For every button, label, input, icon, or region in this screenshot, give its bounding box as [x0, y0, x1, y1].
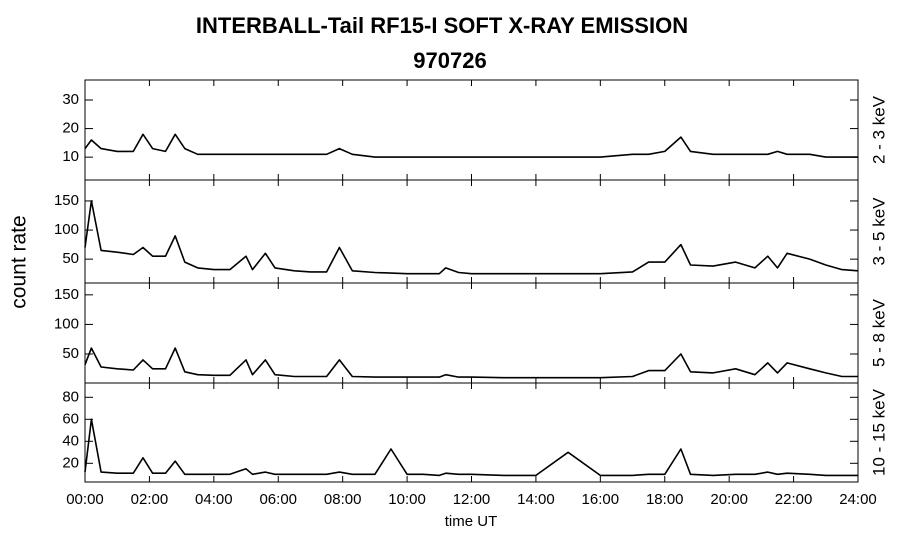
chart-subtitle: 970726 — [413, 48, 486, 73]
data-line — [84, 200, 859, 275]
x-tick-label: 24:00 — [839, 491, 877, 508]
x-tick-label: 16:00 — [582, 491, 620, 508]
x-tick-label: 14:00 — [517, 491, 555, 508]
x-tick-label: 06:00 — [259, 491, 297, 508]
y-tick-label: 40 — [62, 432, 79, 449]
panel-label: 10 - 15 keV — [869, 388, 888, 476]
panel-label: 5 - 8 keV — [869, 298, 888, 367]
y-tick-label: 150 — [54, 192, 79, 209]
x-tick-label: 00:00 — [66, 491, 104, 508]
data-line — [84, 133, 858, 158]
y-tick-label: 20 — [62, 120, 79, 137]
y-tick-label: 100 — [54, 221, 79, 238]
x-tick-label: 12:00 — [453, 491, 491, 508]
panel-frame — [84, 382, 859, 483]
x-tick-label: 18:00 — [646, 491, 684, 508]
y-tick-label: 100 — [54, 315, 79, 332]
panel-frame — [84, 282, 859, 384]
x-tick-label: 04:00 — [195, 491, 233, 508]
data-line — [84, 347, 858, 379]
panel-label: 3 - 5 keV — [869, 197, 888, 266]
y-tick-label: 10 — [62, 148, 79, 165]
x-tick-label: 20:00 — [710, 491, 748, 508]
x-tick-label: 22:00 — [775, 491, 813, 508]
x-axis-label: time UT — [445, 513, 498, 530]
y-tick-label: 80 — [62, 388, 79, 405]
panel-frame — [84, 79, 859, 181]
x-tick-label: 10:00 — [388, 491, 426, 508]
x-tick-label: 02:00 — [131, 491, 169, 508]
x-tick-label: 08:00 — [324, 491, 362, 508]
y-tick-label: 50 — [62, 250, 79, 267]
chart-title: INTERBALL-Tail RF15-I SOFT X-RAY EMISSIO… — [196, 13, 688, 38]
y-tick-label: 30 — [62, 91, 79, 108]
y-tick-label: 60 — [62, 410, 79, 427]
y-tick-label: 20 — [62, 454, 79, 471]
y-axis-label: count rate — [8, 215, 31, 308]
y-tick-label: 50 — [62, 345, 79, 362]
y-tick-label: 150 — [54, 286, 79, 303]
data-line — [84, 418, 858, 477]
panel-label: 2 - 3 keV — [869, 95, 888, 164]
